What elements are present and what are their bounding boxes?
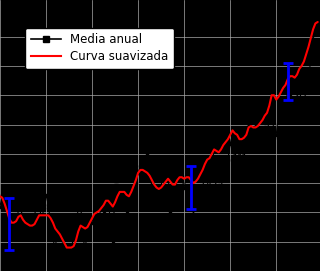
Legend: Media anual, Curva suavizada: Media anual, Curva suavizada xyxy=(25,28,174,69)
